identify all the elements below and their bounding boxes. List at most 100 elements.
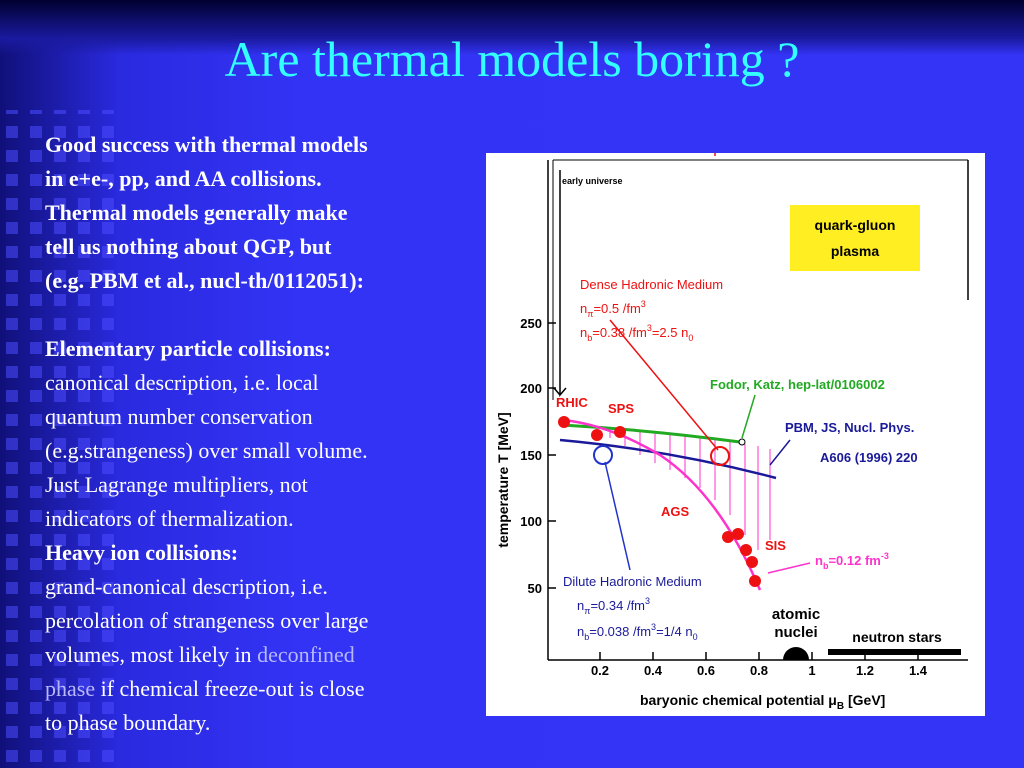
- label: nuclei: [774, 624, 817, 641]
- slide-title: Are thermal models boring ?: [224, 31, 800, 87]
- line: in e+e-, pp, and AA collisions.: [45, 166, 322, 191]
- label: A606 (1996) 220: [820, 450, 918, 465]
- pbm-line: [559, 438, 777, 480]
- label: neutron stars: [852, 629, 942, 645]
- x-tick-label: 1.4: [909, 663, 928, 678]
- decor-squares: [0, 110, 120, 768]
- line: percolation of strangeness over large: [45, 608, 369, 633]
- sub: π: [587, 309, 593, 319]
- line: Elementary particle collisions:: [45, 336, 331, 361]
- label: Fodor, Katz, hep-lat/0106002: [710, 377, 885, 392]
- x-tick-label: 0.8: [750, 663, 768, 678]
- y-tick-labels: 250 200 150 100 50: [520, 316, 542, 596]
- label: nb=0.038 /fm3=1/4 n0: [577, 622, 698, 642]
- axes: [547, 159, 969, 661]
- x-tick-label: 0.4: [644, 663, 663, 678]
- sub: 0: [693, 632, 698, 642]
- data-points: [558, 416, 761, 587]
- sub: b: [584, 632, 589, 642]
- text: volumes, most likely in: [45, 642, 258, 667]
- label: plasma: [831, 243, 879, 259]
- sub: B: [837, 701, 844, 712]
- label: early universe: [562, 176, 623, 186]
- sup: 3: [645, 596, 650, 606]
- circle: [710, 446, 730, 466]
- sup: 3: [641, 299, 646, 309]
- text: n: [580, 301, 587, 316]
- text: n: [815, 553, 823, 568]
- sup: 3: [647, 323, 652, 333]
- label: AGS: [661, 504, 690, 519]
- x-tick-label: 0.6: [697, 663, 715, 678]
- sub: 0: [688, 333, 693, 343]
- line: phase if chemical freeze-out is close: [45, 672, 368, 706]
- freeze-out-curve: [562, 418, 762, 591]
- text: =0.38 /fm: [592, 325, 647, 340]
- text: =0.038 /fm: [589, 624, 651, 639]
- y-tick-label: 200: [520, 381, 542, 396]
- text: baryonic chemical potential: [640, 692, 828, 708]
- line: indicators of thermalization.: [45, 506, 294, 531]
- text: =0.34 /fm: [590, 598, 645, 613]
- text: =1/4 n: [656, 624, 693, 639]
- y-tick-label: 250: [520, 316, 542, 331]
- line: Thermal models generally make: [45, 200, 348, 225]
- x-tick-labels: 0.2 0.4 0.6 0.8 1 1.2 1.4: [591, 663, 928, 678]
- y-tick-label: 150: [520, 448, 542, 463]
- nucleus: [783, 647, 809, 660]
- text: n: [580, 325, 587, 340]
- label: Dilute Hadronic Medium: [563, 574, 702, 589]
- qgp-box: [790, 205, 920, 271]
- marker: [738, 438, 746, 446]
- text: if chemical freeze-out is close: [95, 676, 365, 701]
- dense-label: Dense Hadronic Medium nπ=0.5 /fm3 nb=0.3…: [580, 277, 723, 343]
- line: quantum number conservation: [45, 404, 313, 429]
- highlight: deconfined: [257, 642, 355, 667]
- line: canonical description, i.e. local: [45, 370, 319, 395]
- line: tell us nothing about QGP, but: [45, 234, 332, 259]
- sub: π: [584, 606, 590, 616]
- label: nπ=0.34 /fm3: [577, 596, 650, 616]
- y-axis-label: temperature T [MeV]: [495, 412, 511, 547]
- highlight: phase: [45, 676, 96, 701]
- y-tick-label: 100: [520, 514, 542, 529]
- top-band: [0, 0, 1024, 55]
- label: nb=0.12 fm-3: [815, 551, 889, 571]
- text: =2.5 n: [652, 325, 689, 340]
- line: Just Lagrange multipliers, not: [45, 472, 308, 497]
- sup: -3: [881, 551, 889, 561]
- line: to phase boundary.: [45, 710, 211, 735]
- body-text: Good success with thermal models in e+e-…: [45, 128, 368, 740]
- line: Good success with thermal models: [45, 132, 368, 157]
- phase-diagram: 250 200 150 100 50 0.2 0.4 0.6 0.8 1 1.2…: [486, 153, 985, 716]
- label: atomic: [772, 606, 820, 623]
- label: SPS: [608, 401, 634, 416]
- dilute-label: Dilute Hadronic Medium nπ=0.34 /fm3 nb=0…: [563, 574, 702, 642]
- text: =0.12 fm: [828, 553, 880, 568]
- circle: [593, 445, 613, 465]
- line: Heavy ion collisions:: [45, 540, 239, 565]
- neutron-star-bar: [828, 649, 961, 655]
- text: n: [577, 598, 584, 613]
- x-axis-label: baryonic chemical potential μB [GeV]: [640, 692, 885, 712]
- text: =0.5 /fm: [593, 301, 640, 316]
- label: nb=0.38 /fm3=2.5 n0: [580, 323, 693, 343]
- text: n: [577, 624, 584, 639]
- x-tick-label: 0.2: [591, 663, 609, 678]
- arrows: [604, 153, 811, 574]
- label: RHIC: [556, 395, 588, 410]
- x-tick-label: 1.2: [856, 663, 874, 678]
- label: PBM, JS, Nucl. Phys.: [785, 420, 914, 435]
- sup: 3: [651, 622, 656, 632]
- label: SIS: [765, 538, 786, 553]
- label: nπ=0.5 /fm3: [580, 299, 646, 319]
- y-tick-label: 50: [528, 581, 542, 596]
- line: (e.g.strangeness) over small volume.: [45, 438, 368, 463]
- sub: b: [587, 333, 592, 343]
- label: quark-gluon: [815, 217, 896, 233]
- sub: b: [823, 561, 829, 571]
- fodor-line: [561, 423, 741, 444]
- x-tick-label: 1: [808, 663, 815, 678]
- text: μ: [828, 692, 837, 708]
